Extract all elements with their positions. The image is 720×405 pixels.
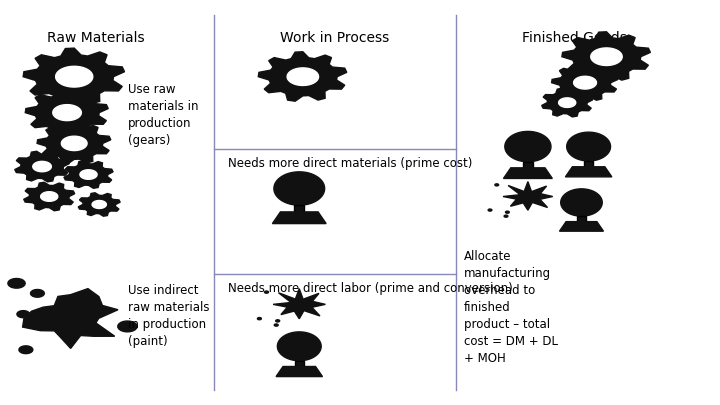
Polygon shape — [562, 32, 650, 81]
Text: Needs more direct labor (prime and conversion): Needs more direct labor (prime and conve… — [228, 282, 513, 295]
Polygon shape — [561, 189, 602, 216]
FancyBboxPatch shape — [294, 205, 305, 212]
Polygon shape — [552, 64, 618, 101]
Polygon shape — [572, 199, 579, 202]
Polygon shape — [24, 182, 75, 211]
Polygon shape — [282, 180, 302, 192]
Polygon shape — [53, 104, 81, 121]
Polygon shape — [80, 170, 97, 179]
Text: Work in Process: Work in Process — [280, 31, 390, 45]
Polygon shape — [505, 131, 551, 162]
Text: Needs more direct materials (prime cost): Needs more direct materials (prime cost) — [228, 157, 472, 170]
Polygon shape — [503, 181, 553, 210]
Polygon shape — [64, 161, 113, 188]
FancyBboxPatch shape — [584, 161, 593, 167]
Polygon shape — [559, 222, 603, 231]
Polygon shape — [33, 161, 51, 172]
Polygon shape — [14, 151, 69, 182]
Polygon shape — [274, 172, 325, 205]
Polygon shape — [274, 324, 278, 326]
Polygon shape — [527, 139, 539, 146]
Polygon shape — [55, 66, 93, 87]
Polygon shape — [541, 88, 593, 117]
Polygon shape — [258, 52, 347, 101]
Polygon shape — [591, 48, 622, 66]
Polygon shape — [258, 318, 261, 320]
Text: Raw Materials: Raw Materials — [47, 31, 145, 45]
Polygon shape — [37, 123, 111, 164]
Polygon shape — [17, 311, 30, 318]
Polygon shape — [303, 183, 307, 185]
Polygon shape — [299, 339, 310, 346]
FancyBboxPatch shape — [577, 216, 586, 222]
Text: Use indirect
raw materials
in production
(paint): Use indirect raw materials in production… — [128, 284, 210, 348]
Polygon shape — [23, 48, 125, 105]
Polygon shape — [299, 181, 312, 188]
FancyBboxPatch shape — [523, 162, 533, 168]
Polygon shape — [518, 142, 525, 146]
Polygon shape — [495, 184, 499, 186]
Polygon shape — [276, 367, 323, 377]
Polygon shape — [288, 184, 296, 188]
Polygon shape — [22, 289, 118, 348]
Polygon shape — [273, 289, 325, 319]
Polygon shape — [488, 209, 492, 211]
Polygon shape — [287, 68, 318, 85]
FancyBboxPatch shape — [294, 361, 304, 367]
Polygon shape — [574, 76, 596, 89]
Polygon shape — [585, 198, 588, 200]
Polygon shape — [277, 332, 321, 361]
Polygon shape — [503, 168, 552, 179]
Polygon shape — [92, 200, 107, 209]
Polygon shape — [512, 139, 531, 150]
Polygon shape — [73, 328, 84, 334]
Polygon shape — [559, 98, 576, 107]
Polygon shape — [581, 196, 592, 202]
Text: Finished Goods: Finished Goods — [522, 31, 627, 45]
Polygon shape — [78, 193, 120, 216]
Polygon shape — [8, 279, 25, 288]
Polygon shape — [40, 192, 58, 201]
Polygon shape — [302, 341, 307, 344]
Polygon shape — [565, 167, 612, 177]
Polygon shape — [531, 142, 536, 144]
Polygon shape — [61, 136, 87, 151]
Polygon shape — [579, 143, 585, 146]
Polygon shape — [505, 211, 509, 213]
Polygon shape — [264, 291, 269, 293]
Polygon shape — [504, 215, 508, 217]
Polygon shape — [19, 346, 33, 354]
Polygon shape — [592, 142, 596, 144]
Polygon shape — [573, 139, 591, 149]
Polygon shape — [284, 339, 302, 350]
Polygon shape — [272, 212, 326, 224]
Polygon shape — [118, 321, 137, 332]
Text: Allocate
manufacturing
overhead to
finished
product – total
cost = DM + DL
+ MOH: Allocate manufacturing overhead to finis… — [464, 250, 557, 365]
Text: Use raw
materials in
production
(gears): Use raw materials in production (gears) — [128, 83, 198, 147]
Polygon shape — [588, 140, 600, 146]
Polygon shape — [567, 132, 611, 161]
Polygon shape — [276, 320, 279, 322]
Polygon shape — [30, 290, 45, 297]
Polygon shape — [567, 196, 584, 205]
Polygon shape — [25, 89, 108, 136]
Polygon shape — [289, 342, 296, 346]
